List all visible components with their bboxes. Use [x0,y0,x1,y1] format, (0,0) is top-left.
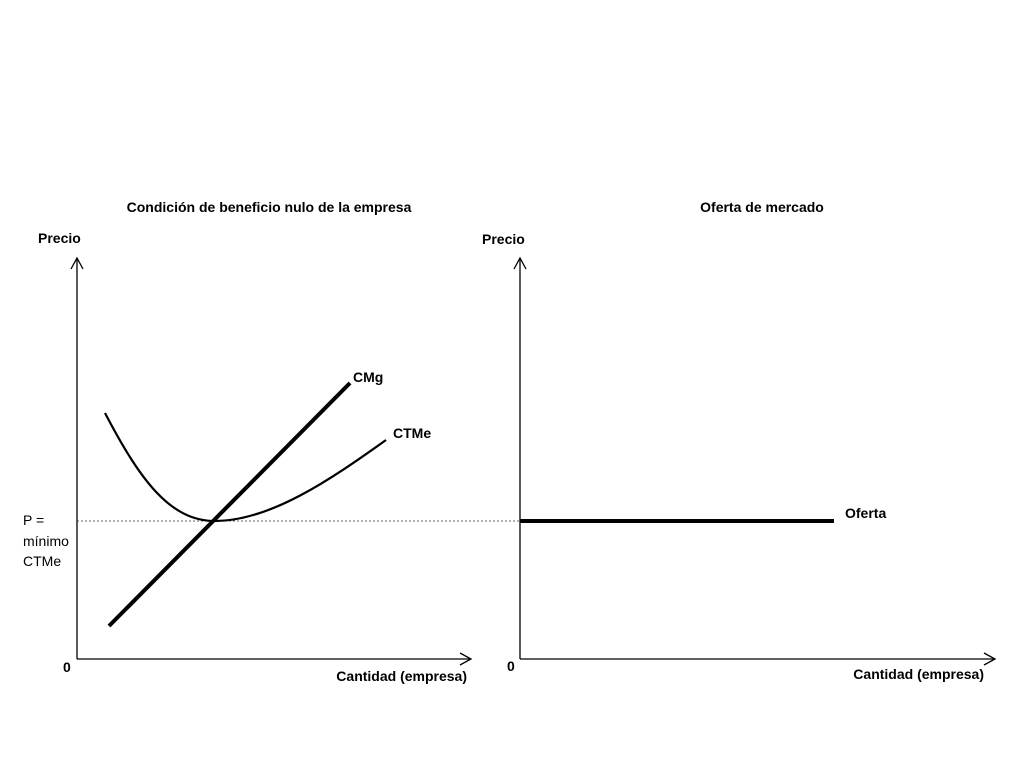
left-y-axis-arrowhead [70,256,84,270]
atc-label: CTMe [393,425,431,441]
right-y-axis-arrowhead [513,256,527,270]
price-annotation-line-2: mínimo [23,533,69,549]
left-panel: Condición de beneficio nulo de la empres… [23,199,520,684]
right-panel-title: Oferta de mercado [700,199,824,215]
mc-curve [107,381,352,628]
left-y-axis-label: Precio [38,230,81,246]
atc-curve [104,412,387,523]
left-origin-label: 0 [63,659,71,675]
price-annotation: P = mínimo CTMe [23,512,69,569]
price-annotation-line-1: P = [23,512,44,528]
right-x-axis-label: Cantidad (empresa) [853,666,984,682]
right-x-axis-arrowhead [983,652,997,666]
left-x-axis-label: Cantidad (empresa) [336,668,467,684]
left-panel-title: Condición de beneficio nulo de la empres… [127,199,412,215]
right-panel: Oferta de mercado Precio 0 Cantidad (emp… [482,199,997,682]
left-x-axis-arrowhead [459,652,473,666]
right-y-axis-label: Precio [482,231,525,247]
mc-label: CMg [353,369,383,385]
right-origin-label: 0 [507,658,515,674]
supply-label: Oferta [845,505,886,521]
price-annotation-line-3: CTMe [23,553,61,569]
